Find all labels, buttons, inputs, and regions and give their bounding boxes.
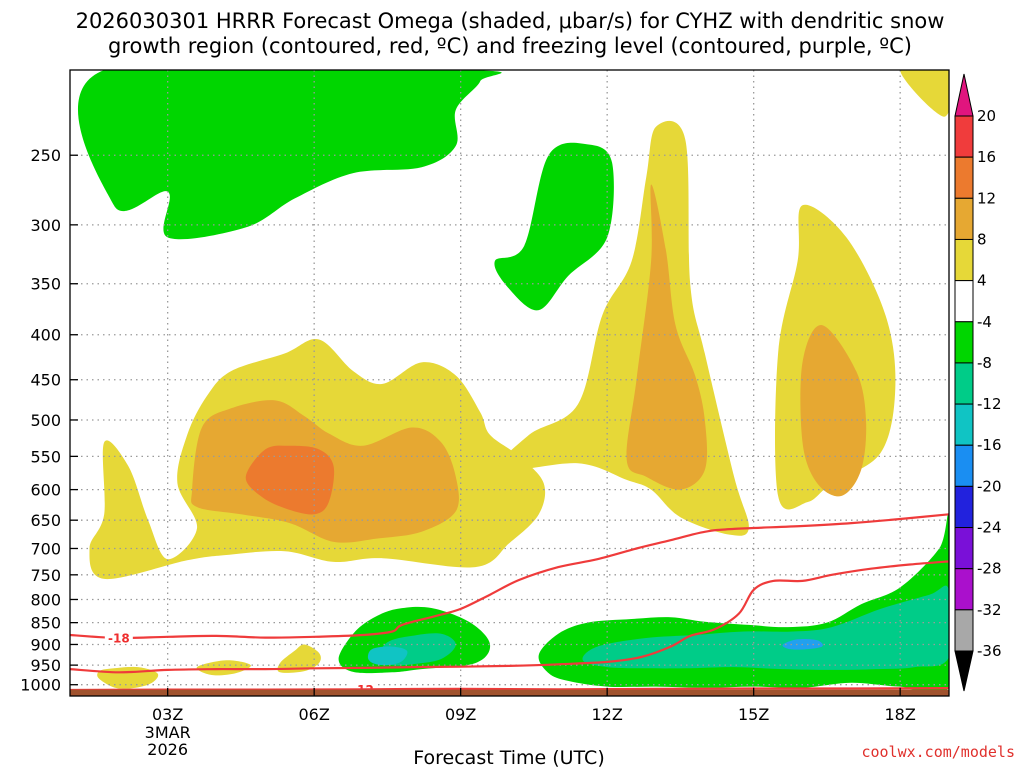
temperature-contours: -18-12 (70, 513, 949, 696)
colorbar-band-m36-to-m32 (954, 609, 974, 652)
x-tick-sublabel-0: 3MAR (145, 723, 191, 742)
omega-region-yellow-blob-3 (277, 644, 321, 673)
x-axis-label: Forecast Time (UTC) (413, 747, 604, 768)
y-tick-label-650: 650 (30, 511, 61, 530)
colorbar-band-m28-to-m24 (954, 527, 974, 570)
minus18-contour-label: -18 (108, 632, 130, 646)
colorbar-band-4-to-8 (954, 238, 974, 282)
y-tick-label-850: 850 (30, 614, 61, 633)
y-tick-label-400: 400 (30, 326, 61, 345)
y-tick-label-700: 700 (30, 539, 61, 558)
plot-area: -18-12 (69, 69, 950, 697)
colorbar-band-20-to-24 (954, 73, 974, 117)
surface-contour (70, 687, 949, 692)
colorbar-band-12-to-16 (954, 156, 974, 199)
colorbar: 20 16 12 8 4 -4 -8 -12 -16 -20 -24 -28 -32 -36 (954, 73, 1002, 692)
colorbar-band-m20-to-m16 (954, 444, 974, 487)
chart-title-line-1: 2026030301 HRRR Forecast Omega (shaded, … (76, 9, 945, 33)
y-tick-label-600: 600 (30, 481, 61, 500)
y-tick-label-750: 750 (30, 566, 61, 585)
colorbar-label-m28: -28 (977, 560, 1002, 578)
y-tick-label-550: 550 (30, 447, 61, 466)
omega-region-orange-core (245, 445, 335, 515)
colorbar-label-m20: -20 (977, 477, 1002, 495)
x-tick-sublabel-1: 2026 (147, 740, 188, 759)
colorbar-band-m8-to-m4 (954, 321, 974, 364)
colorbar-label-m8: -8 (977, 354, 992, 372)
colorbar-label-m4: -4 (977, 313, 992, 331)
colorbar-band-m24-to-m20 (954, 485, 974, 529)
omega-region-yellow-top-right (900, 70, 949, 117)
y-tick-label-800: 800 (30, 590, 61, 609)
colorbar-label-m36: -36 (977, 642, 1002, 660)
omega-region-green-upper-mid (494, 142, 614, 311)
omega-region-green-upper-left (78, 70, 502, 240)
colorbar-label-8: 8 (977, 230, 987, 248)
omega-region-gold-tower-right (800, 325, 867, 497)
colorbar-band-8-to-12 (954, 197, 974, 240)
y-tick-label-1000: 1000 (20, 676, 61, 695)
y-tick-label-250: 250 (30, 146, 61, 165)
colorbar-label-m24: -24 (977, 519, 1002, 537)
y-tick-label-450: 450 (30, 371, 61, 390)
omega-region-sea-low-right (582, 585, 949, 670)
grid-lines (70, 70, 949, 696)
omega-region-gold-tower-mid (626, 184, 708, 490)
colorbar-band-m4-to-4 (954, 280, 974, 323)
colorbar-label-m16: -16 (977, 436, 1002, 454)
omega-region-cyan-spot-left (367, 646, 408, 666)
y-tick-label-500: 500 (30, 411, 61, 430)
x-tick-label-09Z: 09Z (445, 705, 476, 724)
minus12-contour (70, 560, 949, 674)
credit-link[interactable]: coolwx.com/models (861, 743, 1015, 761)
minus18-contour (70, 513, 949, 640)
colorbar-label-16: 16 (977, 148, 996, 166)
colorbar-band-16-to-20 (954, 115, 974, 158)
plot-frame (69, 69, 950, 697)
colorbar-band-m40-to-m36 (954, 650, 974, 692)
y-tick-label-950: 950 (30, 656, 61, 675)
chart-title-line-2: growth region (contoured, red, ºC) and f… (108, 34, 912, 58)
colorbar-band-m12-to-m8 (954, 362, 974, 405)
y-tick-label-300: 300 (30, 216, 61, 235)
x-tick-label-15Z: 15Z (738, 705, 769, 724)
y-tick-label-900: 900 (30, 635, 61, 654)
x-tick-label-03Z: 03Z (152, 705, 183, 724)
colorbar-label-20: 20 (977, 107, 996, 125)
colorbar-label-12: 12 (977, 189, 996, 207)
y-axis: 250 300 350 400 450 500 550 600 650 700 750 800 850 9… (20, 146, 78, 695)
ground-surface (70, 689, 949, 696)
x-tick-label-18Z: 18Z (885, 705, 916, 724)
omega-shading (78, 70, 949, 696)
omega-region-yellow-blob-2 (196, 660, 251, 676)
colorbar-label-m32: -32 (977, 601, 1002, 619)
colorbar-band-m16-to-m12 (954, 403, 974, 446)
colorbar-label-4: 4 (977, 272, 987, 290)
x-tick-label-12Z: 12Z (592, 705, 623, 724)
colorbar-band-m32-to-m28 (954, 568, 974, 611)
y-tick-label-350: 350 (30, 275, 61, 294)
minus18-contour-label-bg (104, 631, 133, 645)
x-tick-label-06Z: 06Z (299, 705, 330, 724)
colorbar-label-m12: -12 (977, 395, 1002, 413)
